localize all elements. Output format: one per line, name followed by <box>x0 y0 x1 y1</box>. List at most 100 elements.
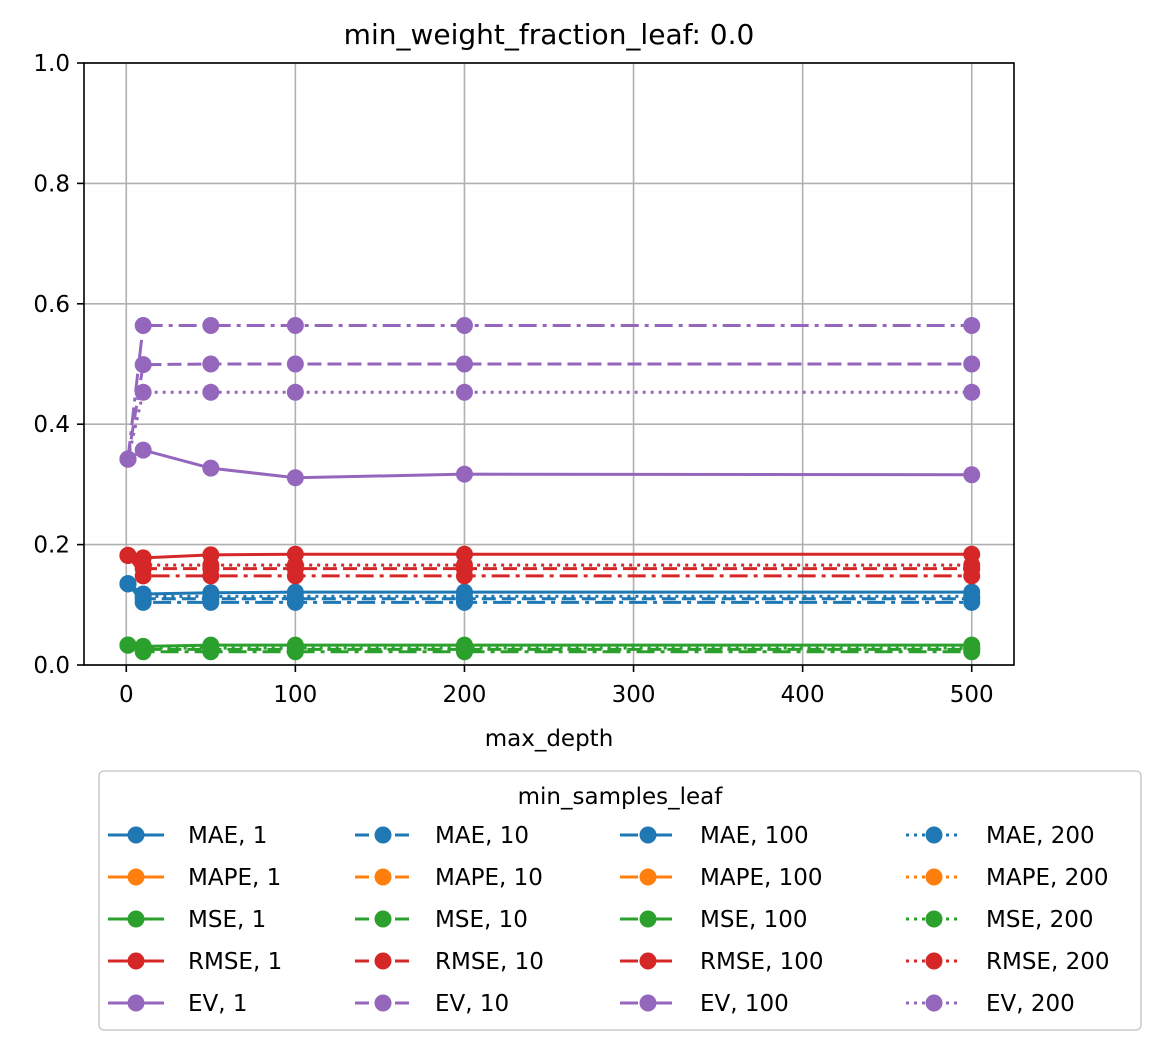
data-point <box>455 383 473 401</box>
series-line <box>126 390 972 460</box>
data-point <box>963 383 981 401</box>
legend-label: MSE, 200 <box>986 907 1094 933</box>
legend-label: RMSE, 10 <box>435 949 544 975</box>
legend-label: MAPE, 200 <box>986 865 1109 891</box>
legend-marker <box>639 826 657 844</box>
legend-label: MAE, 200 <box>986 823 1095 849</box>
legend-entry: MAE, 200 <box>906 823 1095 849</box>
y-tick-label: 0.4 <box>33 412 70 438</box>
legend-marker <box>374 994 392 1012</box>
data-point <box>134 639 152 657</box>
legend-marker <box>374 826 392 844</box>
legend-marker <box>127 868 145 886</box>
chart-title: min_weight_fraction_leaf: 0.0 <box>344 18 755 51</box>
legend-label: MAE, 10 <box>435 823 529 849</box>
legend-entry: MAPE, 200 <box>906 865 1109 891</box>
data-point <box>202 587 220 605</box>
legend-marker <box>374 868 392 886</box>
legend: min_samples_leaf MAE, 1 MAPE, 1 MSE, 1 RMSE… <box>98 770 1142 1031</box>
series-line <box>127 448 972 480</box>
data-point <box>455 316 473 334</box>
y-tick-label: 0.6 <box>33 292 70 318</box>
data-point <box>963 355 981 373</box>
legend-marker <box>127 826 145 844</box>
legend-marker <box>639 910 657 928</box>
legend-marker <box>639 994 657 1012</box>
legend-entry: EV, 100 <box>620 991 789 1017</box>
data-point <box>286 587 304 605</box>
x-tick-label: 500 <box>950 682 994 708</box>
data-point <box>455 465 473 483</box>
data-point <box>286 639 304 657</box>
legend-label: MSE, 10 <box>435 907 528 933</box>
series-layer <box>119 316 981 661</box>
legend-marker <box>374 910 392 928</box>
data-point <box>119 546 137 564</box>
legend-label: EV, 1 <box>188 991 248 1017</box>
legend-label: MSE, 1 <box>188 907 266 933</box>
data-point <box>286 556 304 574</box>
data-point <box>455 587 473 605</box>
legend-entry: RMSE, 100 <box>620 949 823 975</box>
series-mae-200 <box>119 575 981 605</box>
legend-label: RMSE, 200 <box>986 949 1109 975</box>
series-ev-200 <box>119 383 981 468</box>
series-mse-200 <box>119 636 981 657</box>
ticks-layer: 0 100 200 300 400 500 0.0 0.2 0.4 0.6 0.8 1.0 <box>33 51 993 708</box>
data-point <box>134 316 152 334</box>
legend-entry: MAPE, 1 <box>108 865 281 891</box>
series-line <box>126 554 972 571</box>
series-line <box>127 643 972 648</box>
y-tick-label: 0.0 <box>33 653 70 679</box>
legend-marker <box>639 952 657 970</box>
series-rmse-10 <box>119 546 981 578</box>
series-line <box>127 552 972 560</box>
legend-entry: MSE, 200 <box>906 907 1094 933</box>
legend-marker <box>925 952 943 970</box>
legend-marker <box>127 994 145 1012</box>
data-point <box>286 355 304 373</box>
legend-entry: MAE, 100 <box>620 823 809 849</box>
legend-entry: RMSE, 10 <box>355 949 544 975</box>
legend-label: MAE, 1 <box>188 823 267 849</box>
legend-label: EV, 200 <box>986 991 1075 1017</box>
series-line <box>127 582 972 598</box>
x-tick-label: 400 <box>781 682 825 708</box>
series-line <box>127 582 972 596</box>
series-rmse-200 <box>119 546 981 574</box>
series-line <box>127 554 972 567</box>
x-tick-label: 200 <box>443 682 487 708</box>
data-point <box>455 355 473 373</box>
legend-label: RMSE, 100 <box>700 949 823 975</box>
legend-entry: RMSE, 1 <box>108 949 282 975</box>
legend-marker <box>925 826 943 844</box>
data-point <box>286 316 304 334</box>
legend-entry: EV, 200 <box>906 991 1075 1017</box>
legend-marker <box>925 994 943 1012</box>
legend-marker <box>127 952 145 970</box>
data-point <box>963 556 981 574</box>
data-point <box>134 587 152 605</box>
x-axis-label: max_depth <box>485 726 614 752</box>
x-tick-label: 0 <box>119 682 134 708</box>
series-line <box>126 323 972 460</box>
series-ev-10 <box>119 355 981 468</box>
legend-marker <box>639 868 657 886</box>
data-point <box>455 639 473 657</box>
legend-entry: EV, 1 <box>108 991 248 1017</box>
series-line <box>126 582 972 601</box>
legend-entry: RMSE, 200 <box>906 949 1109 975</box>
y-tick-label: 1.0 <box>33 51 70 77</box>
data-point <box>202 316 220 334</box>
legend-label: MAPE, 10 <box>435 865 543 891</box>
legend-entry: EV, 10 <box>355 991 509 1017</box>
series-ev-1 <box>119 441 981 487</box>
data-point <box>134 356 152 374</box>
legend-label: MAE, 100 <box>700 823 809 849</box>
data-point <box>134 383 152 401</box>
data-point <box>286 383 304 401</box>
legend-label: RMSE, 1 <box>188 949 282 975</box>
data-point <box>119 450 137 468</box>
